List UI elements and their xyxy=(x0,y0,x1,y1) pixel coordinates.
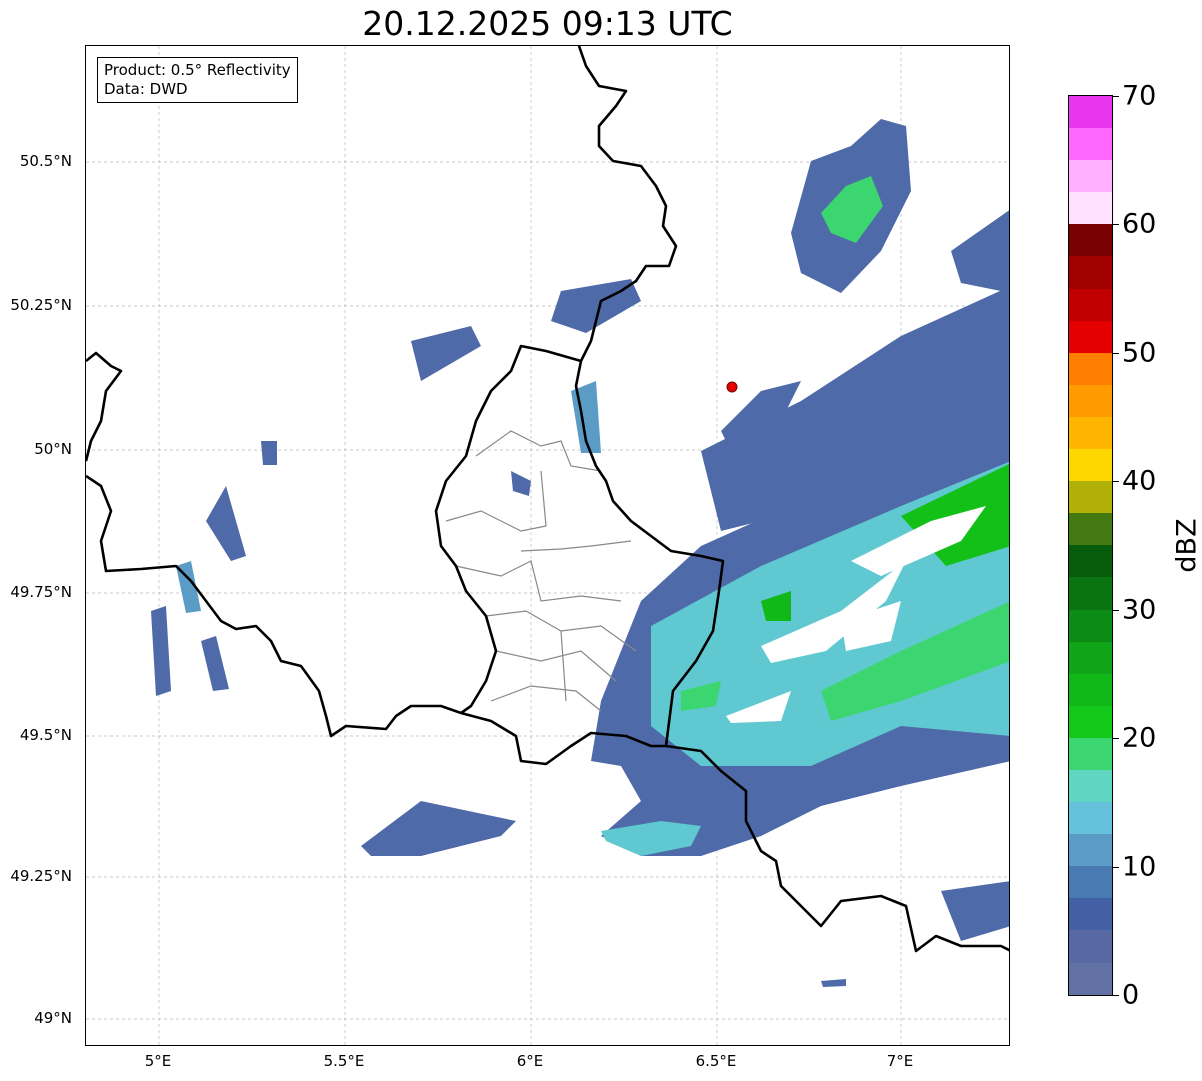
colorbar-tick xyxy=(1113,866,1119,868)
radar-map xyxy=(85,45,1010,1046)
colorbar-segment xyxy=(1069,545,1112,578)
radar-site-marker xyxy=(726,381,738,393)
map-canvas xyxy=(86,46,1009,1045)
y-tick-label: 49.75°N xyxy=(10,583,72,601)
colorbar-tick-label: 40 xyxy=(1122,465,1157,497)
x-tick-label: 5°E xyxy=(144,1052,172,1070)
colorbar-segment xyxy=(1069,481,1112,514)
colorbar-segment xyxy=(1069,930,1112,963)
colorbar-segment xyxy=(1069,128,1112,161)
y-tick-label: 50.5°N xyxy=(19,152,72,170)
echo-gap xyxy=(841,601,901,651)
echo-gap xyxy=(851,506,986,576)
y-tick-label: 50.25°N xyxy=(10,296,72,314)
colorbar xyxy=(1068,95,1113,996)
border-germany-west xyxy=(574,46,725,747)
colorbar-segment xyxy=(1069,256,1112,289)
y-tick-label: 50°N xyxy=(34,440,72,458)
echo-ne-band xyxy=(721,381,801,451)
admin-boundaries xyxy=(445,430,637,712)
colorbar-segment xyxy=(1069,834,1112,867)
colorbar-segment xyxy=(1069,866,1112,899)
colorbar-tick-label: 0 xyxy=(1122,979,1140,1011)
colorbar-segment xyxy=(1069,352,1112,385)
border-belgium-france xyxy=(86,474,462,738)
colorbar-tick-label: 30 xyxy=(1122,594,1157,626)
echo-green-cell xyxy=(821,601,1009,721)
x-tick-label: 6°E xyxy=(516,1052,544,1070)
colorbar-tick-label: 20 xyxy=(1122,722,1157,754)
echo-ne-band xyxy=(701,286,1009,531)
colorbar-segment xyxy=(1069,224,1112,257)
country-borders xyxy=(86,46,1009,953)
colorbar-tick-label: 60 xyxy=(1122,208,1157,240)
colorbar-tick xyxy=(1113,96,1119,97)
colorbar-segment xyxy=(1069,737,1112,770)
colorbar-segment xyxy=(1069,609,1112,642)
y-tick-label: 49.25°N xyxy=(10,867,72,885)
echo-heart-core xyxy=(821,176,883,243)
colorbar-segment xyxy=(1069,416,1112,450)
y-tick-label: 49.5°N xyxy=(19,726,72,744)
colorbar-tick xyxy=(1113,609,1119,611)
colorbar-segment xyxy=(1069,288,1112,321)
x-tick-label: 6.5°E xyxy=(695,1052,737,1070)
colorbar-segment xyxy=(1069,898,1112,931)
colorbar-tick xyxy=(1113,995,1119,996)
border-luxembourg-france xyxy=(460,711,666,766)
colorbar-tick-label: 10 xyxy=(1122,851,1157,883)
echo-gap xyxy=(726,691,791,723)
colorbar-segment xyxy=(1069,160,1112,193)
colorbar-segment xyxy=(1069,320,1112,353)
colorbar-tick xyxy=(1113,738,1119,740)
colorbar-segment xyxy=(1069,641,1112,674)
precipitation-echoes xyxy=(151,119,1009,987)
x-tick-label: 5.5°E xyxy=(323,1052,365,1070)
colorbar-segment xyxy=(1069,577,1112,610)
colorbar-tick xyxy=(1113,352,1119,354)
border-france-germany xyxy=(665,744,1009,953)
map-title: 20.12.2025 09:13 UTC xyxy=(362,4,733,43)
product-label: Product: 0.5° Reflectivity xyxy=(104,61,291,79)
border-luxembourg-belgium xyxy=(434,344,582,715)
colorbar-segment xyxy=(1069,962,1112,995)
colorbar-segment xyxy=(1069,96,1112,129)
colorbar-segment xyxy=(1069,673,1112,706)
colorbar-segment xyxy=(1069,802,1112,835)
echo-green-cell xyxy=(681,681,721,711)
echo-gap xyxy=(761,561,906,663)
y-tick-label: 49°N xyxy=(34,1009,72,1027)
colorbar-tick xyxy=(1113,224,1119,226)
echo-green-cell xyxy=(761,591,791,621)
colorbar-segment xyxy=(1069,192,1112,225)
data-source-label: Data: DWD xyxy=(104,80,188,98)
colorbar-segment xyxy=(1069,513,1112,546)
colorbar-segment xyxy=(1069,705,1112,738)
border-northwest xyxy=(86,351,123,462)
colorbar-tick-label: 50 xyxy=(1122,337,1157,369)
colorbar-segment xyxy=(1069,769,1112,803)
colorbar-tick-label: 70 xyxy=(1122,80,1157,112)
x-tick-label: 7°E xyxy=(886,1052,914,1070)
colorbar-segment xyxy=(1069,449,1112,482)
colorbar-unit-label: dBZ xyxy=(1171,518,1202,573)
colorbar-segment xyxy=(1069,384,1112,417)
product-info-box: Product: 0.5° Reflectivity Data: DWD xyxy=(97,57,298,103)
colorbar-tick xyxy=(1113,481,1119,483)
echo-ne-corner xyxy=(951,210,1009,293)
